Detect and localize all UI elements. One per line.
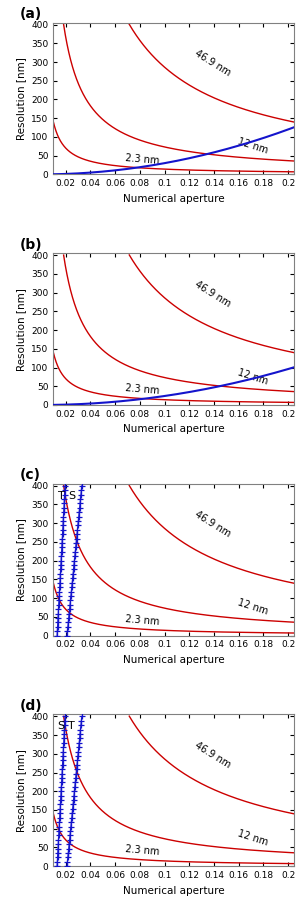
Y-axis label: Resolution [nm]: Resolution [nm]: [16, 749, 26, 832]
Y-axis label: Resolution [nm]: Resolution [nm]: [16, 57, 26, 140]
Text: 46.9 nm: 46.9 nm: [193, 48, 232, 78]
X-axis label: Numerical aperture: Numerical aperture: [123, 885, 225, 895]
Text: 46.9 nm: 46.9 nm: [193, 279, 232, 308]
X-axis label: Numerical aperture: Numerical aperture: [123, 194, 225, 204]
X-axis label: Numerical aperture: Numerical aperture: [123, 424, 225, 434]
Text: S: S: [58, 721, 65, 731]
Y-axis label: Resolution [nm]: Resolution [nm]: [16, 288, 26, 371]
Text: 2.3 nm: 2.3 nm: [125, 614, 160, 627]
Text: 12 nm: 12 nm: [236, 367, 269, 386]
Text: 12 nm: 12 nm: [236, 136, 269, 156]
Text: 46.9 nm: 46.9 nm: [193, 740, 232, 770]
Text: 2.3 nm: 2.3 nm: [125, 844, 160, 857]
Text: 2.3 nm: 2.3 nm: [125, 383, 160, 396]
Text: (d): (d): [20, 699, 42, 713]
Text: 46.9 nm: 46.9 nm: [193, 510, 232, 540]
Text: 2.3 nm: 2.3 nm: [125, 152, 160, 166]
Y-axis label: Resolution [nm]: Resolution [nm]: [16, 518, 26, 601]
Text: S: S: [68, 491, 75, 501]
Text: T: T: [68, 721, 75, 731]
Text: 12 nm: 12 nm: [236, 598, 269, 617]
Text: (b): (b): [20, 238, 42, 252]
Text: (c): (c): [20, 468, 41, 483]
X-axis label: Numerical aperture: Numerical aperture: [123, 655, 225, 665]
Text: (a): (a): [20, 7, 42, 21]
Text: 12 nm: 12 nm: [236, 828, 269, 847]
Text: T: T: [58, 491, 64, 501]
